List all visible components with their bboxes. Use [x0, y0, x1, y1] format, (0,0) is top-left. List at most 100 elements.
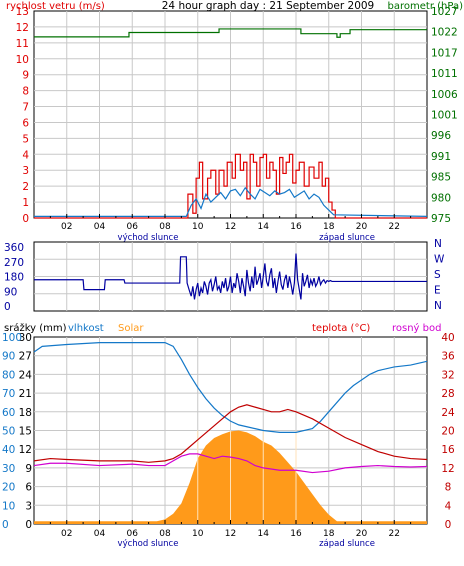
- y-tick-label: 20: [441, 426, 454, 438]
- y-tick-label: 1006: [431, 89, 458, 101]
- y-tick-label: 270: [4, 257, 24, 269]
- wind-speed-line: [34, 186, 428, 218]
- y-tick-label: 991: [431, 151, 451, 163]
- y-tick-label: 30: [2, 463, 15, 475]
- climate-time-axis: 02 04 06 08 10 12 14 16 18 20 22: [49, 520, 412, 539]
- y-tick-label: 9: [22, 70, 29, 82]
- y-tick-label: 180: [4, 272, 24, 284]
- x-tick-label: 04: [94, 222, 106, 232]
- y-tick-label: 0: [2, 519, 9, 531]
- y-tick-label: 0: [4, 301, 11, 313]
- dewpoint-label: rosný bod: [392, 322, 441, 334]
- x-tick-label: 06: [127, 529, 139, 539]
- humidity-axis: 0 10 20 30 40 50 60 70 80 90 100: [2, 332, 22, 531]
- y-tick-label: 15: [19, 426, 32, 438]
- y-tick-label: 12: [441, 463, 454, 475]
- y-tick-label: 24: [441, 407, 455, 419]
- y-tick-label: 100: [2, 332, 22, 344]
- y-tick-label: 3: [25, 500, 32, 512]
- wind-pressure-series: [34, 28, 428, 219]
- sunrise-label: východ slunce: [118, 539, 179, 549]
- sunset-label: západ slunce: [319, 539, 375, 549]
- y-tick-label: 1001: [431, 110, 458, 122]
- y-tick-label: 980: [431, 192, 451, 204]
- x-tick-label: 16: [290, 222, 302, 232]
- y-tick-label: 0: [25, 519, 32, 531]
- y-tick-label: 1022: [431, 27, 458, 39]
- sunrise-label: východ slunce: [118, 233, 179, 243]
- x-tick-label: 02: [61, 222, 72, 232]
- y-tick-label: 1: [22, 197, 29, 209]
- x-tick-label: 10: [192, 222, 204, 232]
- wind-direction-degree-axis: 0 90 180 270 360: [4, 242, 24, 313]
- y-tick-label: 40: [441, 332, 454, 344]
- pressure-axis-label: barometr (hPa): [388, 1, 464, 12]
- x-tick-label: 12: [225, 222, 236, 232]
- x-tick-label: 14: [258, 529, 270, 539]
- wind-pressure-time-axis: 02 04 06 08 10 12 14 16 18 20 22: [49, 214, 412, 232]
- wind-speed-axis-label: rychlost vetru (m/s): [6, 1, 105, 12]
- y-tick-label: 12: [16, 22, 29, 34]
- x-tick-label: 14: [258, 222, 270, 232]
- y-tick-label: 1027: [431, 6, 458, 18]
- solar-label: Solar: [118, 323, 144, 334]
- x-tick-label: 20: [356, 222, 368, 232]
- y-tick-label: 36: [441, 351, 455, 363]
- y-tick-label: 90: [2, 351, 15, 363]
- y-tick-label: 2: [22, 181, 29, 193]
- y-tick-label: 40: [2, 444, 15, 456]
- y-tick-label: 996: [431, 130, 451, 142]
- y-tick-label: 1017: [431, 47, 458, 59]
- climate-series: [33, 342, 428, 524]
- y-tick-label: 6: [25, 482, 32, 494]
- pressure-line: [34, 28, 427, 38]
- y-tick-label: 360: [4, 242, 24, 254]
- x-tick-label: 10: [192, 529, 204, 539]
- y-tick-label: 11: [16, 38, 29, 50]
- y-tick-label: 18: [19, 407, 32, 419]
- pressure-axis: 975 980 985 991 996 1001 1006 1011 1017 1022 1027: [431, 6, 458, 225]
- y-tick-label: 50: [2, 426, 15, 438]
- x-tick-label: 08: [159, 222, 171, 232]
- wind-gust-line: [34, 153, 427, 219]
- temperature-axis: 0 4 8 12 16 20 24 28 32 36 40: [441, 332, 455, 531]
- wind-pressure-grid: [34, 11, 427, 218]
- y-tick-label: 70: [2, 388, 15, 400]
- y-tick-label: 1011: [431, 68, 458, 80]
- compass-label: N: [434, 300, 442, 312]
- y-tick-label: 20: [2, 482, 15, 494]
- x-tick-label: 20: [356, 529, 368, 539]
- rain-axis: 0 3 6 9 12 15 18 21 24 27 30: [19, 332, 33, 531]
- y-tick-label: 90: [4, 286, 17, 298]
- humidity-line: [33, 342, 428, 433]
- wind-direction-line: [34, 253, 427, 300]
- sunset-label: západ slunce: [319, 233, 375, 243]
- compass-label: E: [434, 285, 441, 297]
- y-tick-label: 975: [431, 213, 451, 225]
- y-tick-label: 30: [19, 332, 32, 344]
- x-tick-label: 22: [389, 222, 400, 232]
- x-tick-label: 08: [159, 529, 171, 539]
- x-tick-label: 06: [127, 222, 139, 232]
- y-tick-label: 6: [22, 117, 29, 129]
- y-tick-label: 0: [445, 519, 452, 531]
- y-tick-label: 7: [22, 102, 29, 114]
- y-tick-label: 5: [22, 133, 29, 145]
- y-tick-label: 985: [431, 172, 451, 184]
- y-tick-label: 21: [19, 388, 32, 400]
- y-tick-label: 0: [22, 213, 29, 225]
- compass-label: N: [434, 238, 442, 250]
- x-tick-label: 16: [290, 529, 302, 539]
- y-tick-label: 16: [441, 444, 455, 456]
- y-tick-label: 28: [441, 388, 454, 400]
- x-tick-label: 04: [94, 529, 106, 539]
- chart-title: 24 hour graph day : 21 September 2009: [162, 0, 374, 12]
- y-tick-label: 3: [22, 165, 29, 177]
- y-tick-label: 4: [22, 149, 29, 161]
- x-tick-label: 18: [323, 529, 335, 539]
